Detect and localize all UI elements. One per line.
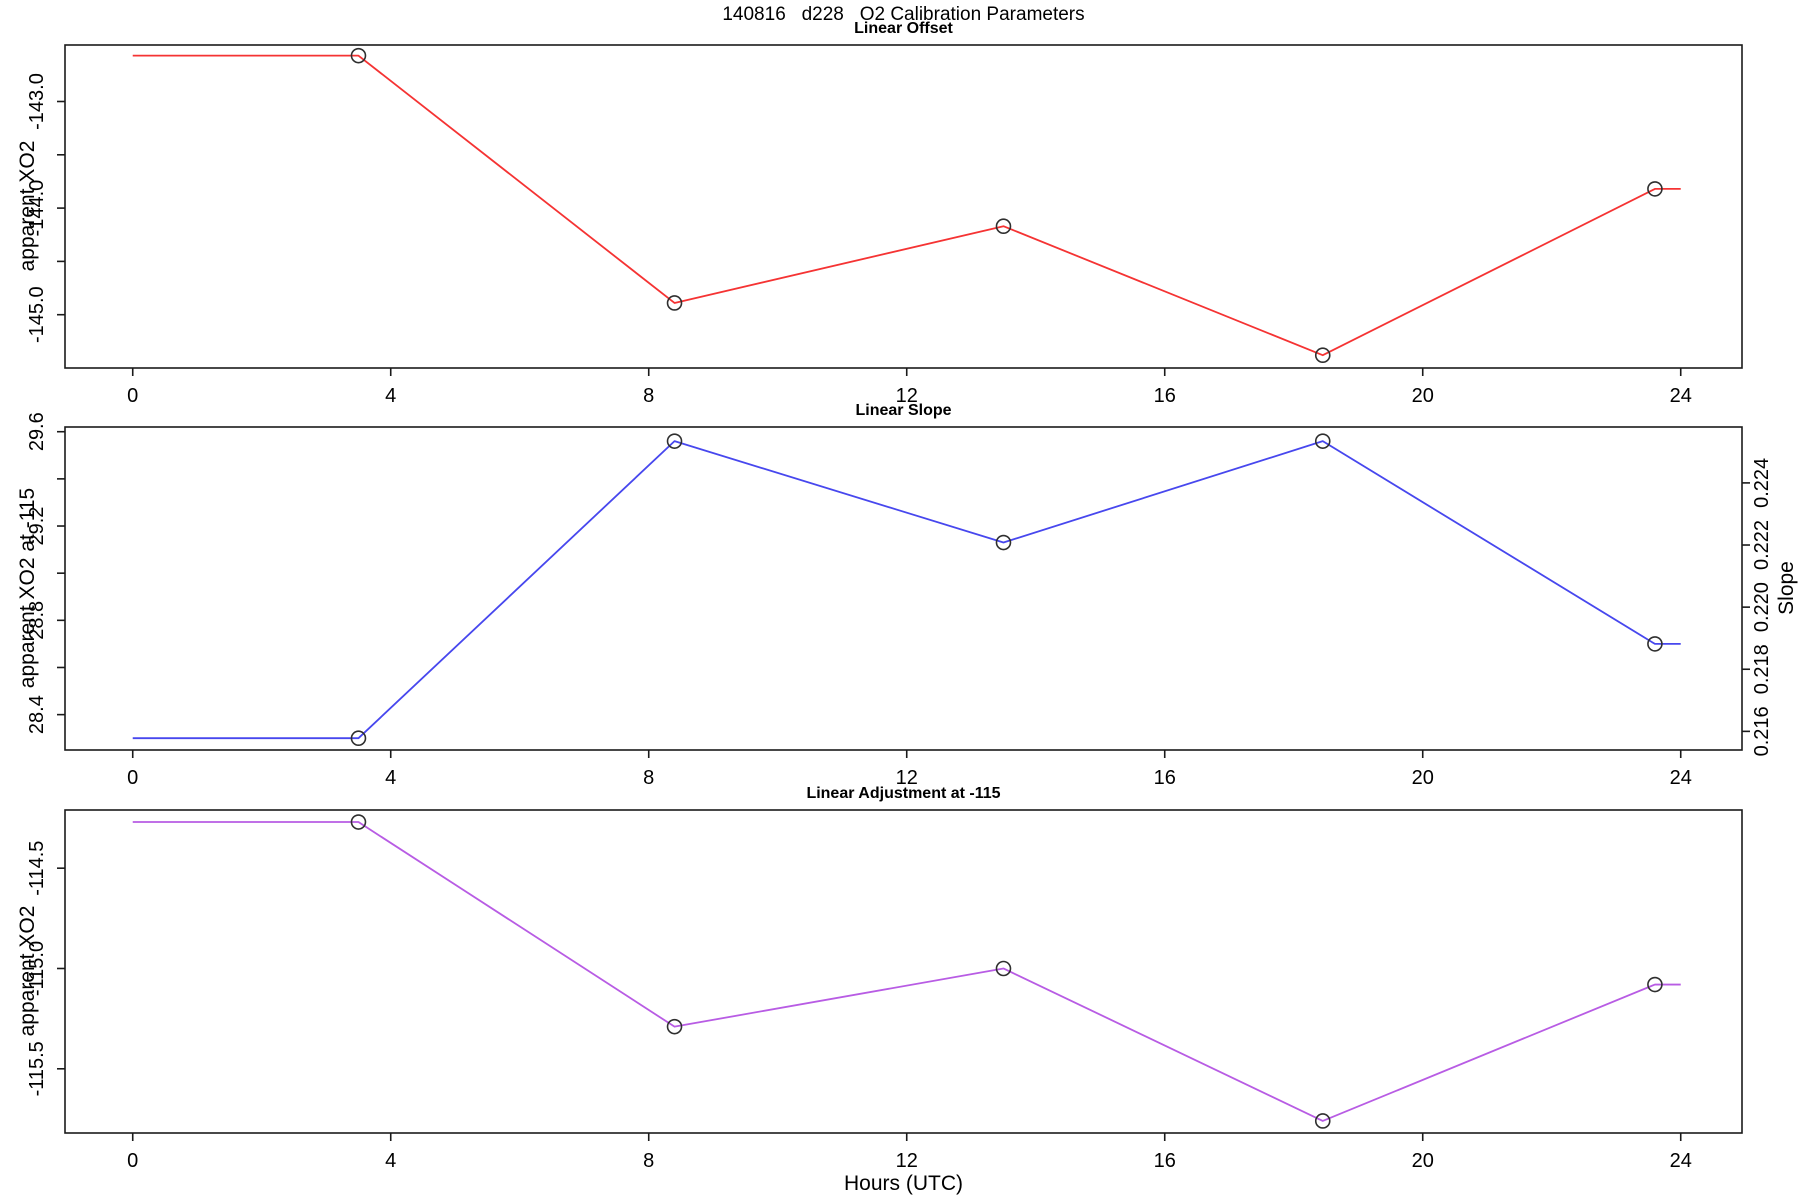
data-point-marker: [1647, 976, 1663, 993]
y-tick-label: -115.5: [26, 1041, 48, 1096]
right-tick-label: 0.224: [1751, 458, 1773, 508]
panel-title-linear-slope: Linear Slope: [855, 402, 952, 419]
x-tick-label: 0: [127, 1150, 138, 1172]
figure-title: 140816 d228 O2 Calibration Parameters: [722, 4, 1085, 25]
x-tick-label: 12: [896, 385, 918, 407]
series-line: [132, 54, 1681, 357]
y-tick-label: -145.0: [26, 286, 48, 343]
y-tick-label: -144.0: [26, 180, 48, 237]
x-tick-label: 24: [1670, 767, 1692, 789]
x-tick-label: 16: [1154, 767, 1176, 789]
x-tick-label: 0: [127, 767, 138, 789]
y-axis-label-panel-2: apparent XO2 at -115: [16, 487, 39, 689]
x-tick-label: 4: [385, 1150, 396, 1172]
right-tick-label: 0.216: [1751, 706, 1773, 756]
panel-title-linear-adjustment: Linear Adjustment at -115: [806, 785, 1001, 802]
series-line: [132, 821, 1681, 1122]
x-tick-label: 0: [127, 385, 138, 407]
y-axis-label-panel-3: apparent XO2: [16, 905, 39, 1037]
data-point-marker: [1314, 433, 1331, 449]
y-tick-label: -143.0: [26, 73, 48, 130]
x-tick-label: 12: [896, 767, 918, 789]
data-point-marker: [350, 730, 367, 747]
y-tick-label: -114.5: [26, 841, 48, 896]
x-tick-label: 8: [643, 1150, 654, 1172]
right-tick-label: 0.218: [1751, 644, 1773, 694]
y-axis-label-panel-1: apparent XO2: [16, 140, 39, 272]
data-point-marker: [995, 960, 1012, 977]
panel-1: 0 4 8 12 16 20 24 -143.0 -144.0 -145.0: [26, 44, 1743, 407]
panel-2: 0 4 8 12 16 20 24 29.6 29.2 28.8 28.4 0.216 0.218 0.2…: [26, 412, 1773, 789]
x-tick-label: 4: [385, 385, 396, 407]
data-point-marker: [666, 1018, 683, 1035]
x-tick-label: 8: [643, 385, 654, 407]
data-point-marker: [1314, 1113, 1331, 1129]
data-point-marker: [995, 534, 1012, 551]
series-line: [132, 440, 1681, 740]
data-point-marker: [350, 814, 367, 830]
x-tick-label: 20: [1412, 1150, 1434, 1172]
right-tick-label: 0.222: [1751, 520, 1773, 570]
right-tick-label: 0.220: [1751, 582, 1773, 632]
y-tick-label: 29.2: [26, 507, 48, 546]
x-tick-label: 20: [1412, 767, 1434, 789]
x-tick-label: 8: [643, 767, 654, 789]
x-tick-label: 16: [1154, 385, 1176, 407]
x-tick-label: 12: [896, 1150, 918, 1172]
x-tick-label: 24: [1670, 1150, 1692, 1172]
y-tick-label: 28.8: [26, 601, 48, 640]
x-tick-label: 20: [1412, 385, 1434, 407]
x-tick-label: 16: [1154, 1150, 1176, 1172]
data-point-marker: [1647, 181, 1663, 197]
plot-box: [64, 426, 1743, 751]
x-axis-label: Hours (UTC): [844, 1172, 963, 1195]
data-point-marker: [1647, 636, 1663, 652]
y-tick-label: -115.0: [26, 941, 48, 996]
right-axis-label-slope: Slope: [1775, 561, 1798, 615]
y-tick-label: 29.6: [26, 412, 48, 451]
y-tick-label: 28.4: [26, 695, 48, 734]
data-point-marker: [1314, 347, 1331, 364]
data-point-marker: [666, 433, 683, 449]
data-point-marker: [666, 295, 683, 311]
panel-3: 0 4 8 12 16 20 24 -114.5 -115.0 -115.5: [26, 809, 1743, 1172]
data-point-marker: [350, 47, 367, 64]
data-point-marker: [995, 218, 1012, 235]
plot-box: [64, 44, 1743, 369]
panel-title-linear-offset: Linear Offset: [854, 20, 953, 37]
x-tick-label: 24: [1670, 385, 1692, 407]
x-tick-label: 4: [385, 767, 396, 789]
plot-box: [64, 809, 1743, 1134]
